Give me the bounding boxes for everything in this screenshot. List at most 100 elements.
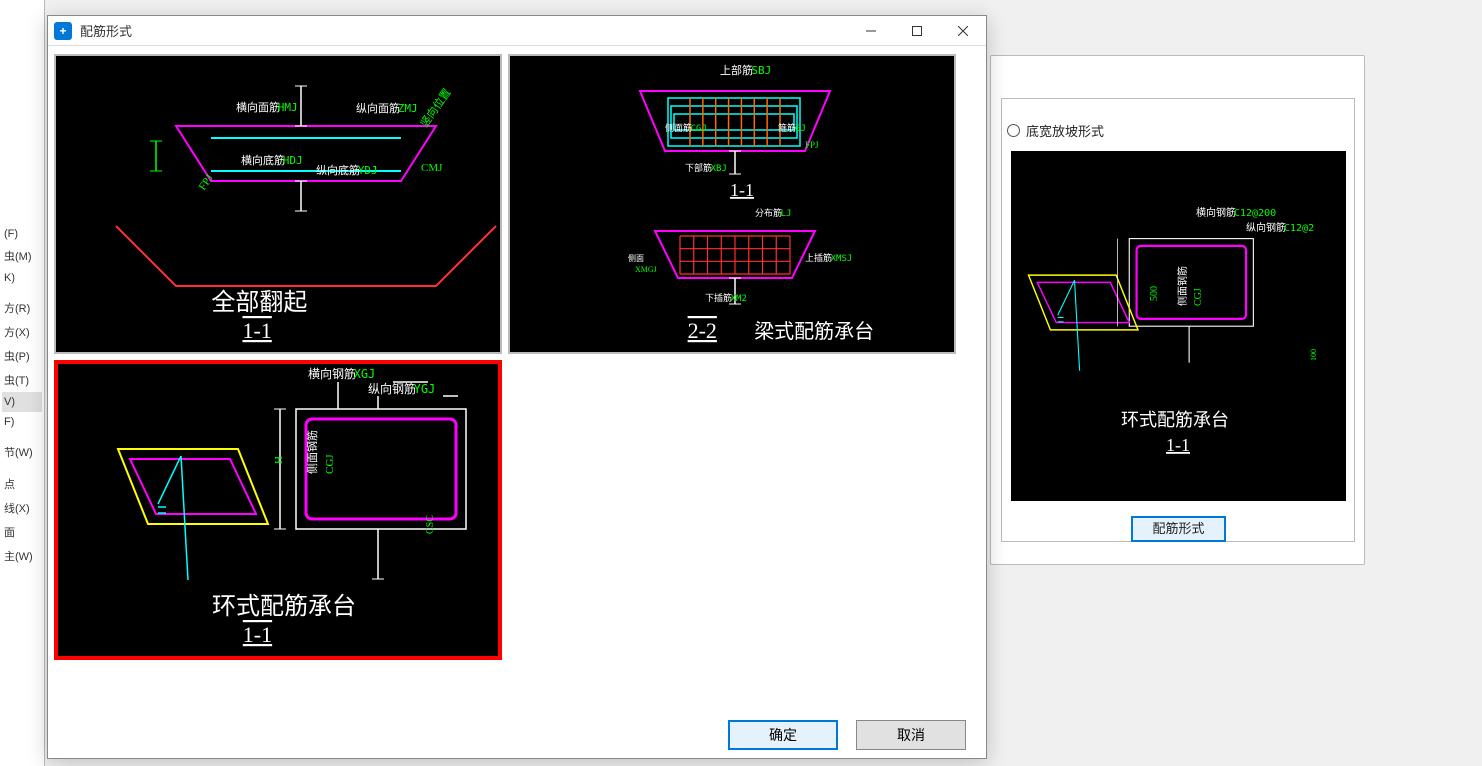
- svg-text:HDJ: HDJ: [283, 154, 303, 167]
- option-diagram: 上部筋SBJ侧面筋CGJ箍筋GJ下部筋XBJ1-1分布筋LJ上插筋XMSJ下插筋…: [510, 56, 954, 352]
- radio-label: 底宽放坡形式: [1026, 121, 1104, 140]
- svg-text:纵向面筋: 纵向面筋: [356, 101, 400, 115]
- svg-text:1-1: 1-1: [1166, 435, 1190, 455]
- rebar-style-button-label: 配筋形式: [1152, 521, 1204, 536]
- svg-text:竖向位置: 竖向位置: [417, 86, 454, 130]
- left-tree-item[interactable]: F): [2, 412, 42, 432]
- svg-text:横向面筋: 横向面筋: [236, 100, 280, 114]
- svg-text:XGJ: XGJ: [354, 367, 376, 381]
- svg-text:1-1: 1-1: [243, 622, 272, 647]
- preview-canvas: 横向钢筋C12@200 纵向钢筋C12@2 侧面钢筋 CGJ 500 100 环式配筋承台 1…: [1011, 151, 1346, 501]
- left-tree-item[interactable]: 节(W): [2, 440, 42, 464]
- preview-diagram: 横向钢筋C12@200 纵向钢筋C12@2 侧面钢筋 CGJ 500 100 环式配筋承台 1…: [1011, 151, 1346, 501]
- svg-text:C12@2: C12@2: [1284, 223, 1314, 234]
- left-tree-item[interactable]: 线(X): [2, 496, 42, 520]
- left-tree-item[interactable]: [2, 432, 42, 440]
- dialog-footer: 确定 取消: [728, 720, 966, 750]
- left-tree-item[interactable]: 方(R): [2, 296, 42, 320]
- dialog-body[interactable]: 横向面筋HMJ 纵向面筋ZMJ 横向底筋HDJ 纵向底筋YDJ FPJ CMJ 竖向位置全部…: [54, 54, 980, 710]
- svg-text:CGJ: CGJ: [1193, 288, 1204, 306]
- radio-icon: [1007, 124, 1020, 137]
- left-tree-item[interactable]: 点: [2, 472, 42, 496]
- minimize-icon: [866, 26, 876, 36]
- option-diagram: 横向面筋HMJ 纵向面筋ZMJ 横向底筋HDJ 纵向底筋YDJ FPJ CMJ 竖向位置全部…: [56, 56, 500, 352]
- svg-text:上插筋: 上插筋: [805, 252, 832, 263]
- left-tree-item[interactable]: 虫(M): [2, 244, 42, 268]
- svg-text:侧面筋: 侧面筋: [665, 122, 692, 133]
- svg-text:YDJ: YDJ: [358, 164, 378, 177]
- svg-text:环式配筋承台: 环式配筋承台: [1121, 410, 1229, 430]
- svg-text:GJ: GJ: [795, 124, 806, 134]
- svg-text:横向底筋: 横向底筋: [241, 153, 285, 167]
- cancel-button[interactable]: 取消: [856, 720, 966, 750]
- svg-text:侧面钢筋: 侧面钢筋: [1176, 266, 1189, 306]
- dialog-titlebar: + 配筋形式: [48, 16, 986, 46]
- svg-text:1-1: 1-1: [242, 318, 271, 343]
- svg-text:XBJ: XBJ: [711, 164, 727, 174]
- svg-text:HMJ: HMJ: [278, 101, 298, 114]
- left-tree-item[interactable]: 方(X): [2, 320, 42, 344]
- left-tree-item[interactable]: 主(W): [2, 544, 42, 568]
- rebar-option-tile[interactable]: 横向钢筋XGJ纵向钢筋YGJ 侧面钢筋 CGJ H CSC 环式配筋承台1-1: [54, 360, 502, 660]
- svg-text:下插筋: 下插筋: [705, 292, 732, 303]
- left-tree-item[interactable]: 虫(T): [2, 368, 42, 392]
- svg-text:CGJ: CGJ: [691, 124, 707, 134]
- svg-text:环式配筋承台: 环式配筋承台: [212, 593, 356, 620]
- left-tree-item[interactable]: V): [2, 392, 42, 412]
- option-grid: 横向面筋HMJ 纵向面筋ZMJ 横向底筋HDJ 纵向底筋YDJ FPJ CMJ 竖向位置全部…: [54, 54, 980, 660]
- close-icon: [958, 26, 968, 36]
- left-tree-item[interactable]: K): [2, 268, 42, 288]
- svg-text:分布筋: 分布筋: [755, 207, 782, 218]
- svg-text:CGJ: CGJ: [324, 454, 336, 474]
- ok-button[interactable]: 确定: [728, 720, 838, 750]
- svg-text:梁式配筋承台: 梁式配筋承台: [754, 320, 874, 343]
- svg-text:2-2: 2-2: [688, 318, 717, 343]
- svg-text:纵向底筋: 纵向底筋: [316, 163, 360, 177]
- background-left-panel: (F)虫(M)K) 方(R)方(X)虫(P)虫(T)V)F) 节(W) 点线(X)面主…: [0, 0, 45, 766]
- svg-text:ZMJ: ZMJ: [398, 102, 418, 115]
- svg-text:500: 500: [1149, 286, 1160, 301]
- minimize-button[interactable]: [848, 16, 894, 46]
- svg-text:LJ: LJ: [781, 209, 792, 219]
- left-tree-item[interactable]: [2, 464, 42, 472]
- svg-text:FPJ: FPJ: [197, 172, 217, 193]
- svg-text:100: 100: [1309, 349, 1318, 361]
- svg-text:XMGJ: XMGJ: [635, 265, 657, 274]
- svg-text:XM2: XM2: [731, 294, 747, 304]
- svg-text:侧面钢筋: 侧面钢筋: [305, 430, 319, 474]
- svg-text:纵向钢筋: 纵向钢筋: [368, 381, 416, 396]
- svg-text:横向钢筋: 横向钢筋: [1196, 206, 1236, 219]
- left-tree-item[interactable]: 虫(P): [2, 344, 42, 368]
- svg-text:纵向钢筋: 纵向钢筋: [1246, 221, 1286, 234]
- svg-text:C12@200: C12@200: [1234, 208, 1276, 219]
- cancel-button-label: 取消: [897, 727, 925, 743]
- left-tree-item[interactable]: 面: [2, 520, 42, 544]
- option-diagram: 横向钢筋XGJ纵向钢筋YGJ 侧面钢筋 CGJ H CSC 环式配筋承台1-1: [58, 364, 498, 656]
- svg-text:横向钢筋: 横向钢筋: [308, 366, 356, 381]
- svg-text:箍筋: 箍筋: [778, 122, 796, 133]
- rebar-option-tile[interactable]: 横向面筋HMJ 纵向面筋ZMJ 横向底筋HDJ 纵向底筋YDJ FPJ CMJ 竖向位置全部…: [54, 54, 502, 354]
- rebar-style-dialog: + 配筋形式 横向面筋HMJ 纵向面筋ZMJ 横向底筋HDJ 纵向底筋YDJ FPJ CM…: [47, 15, 987, 759]
- dialog-title: 配筋形式: [80, 21, 848, 40]
- bottom-width-slope-radio[interactable]: 底宽放坡形式: [1007, 121, 1104, 140]
- left-tree-item[interactable]: (F): [2, 224, 42, 244]
- svg-text:CMJ: CMJ: [421, 162, 443, 174]
- window-controls: [848, 16, 986, 46]
- rebar-style-button[interactable]: 配筋形式: [1131, 516, 1226, 542]
- maximize-icon: [912, 26, 922, 36]
- background-right-panel: 底宽放坡形式 横向钢筋C12@200 纵向钢筋C12@2 侧面钢筋 CGJ 500 100…: [990, 55, 1365, 565]
- svg-text:SBJ: SBJ: [751, 64, 771, 77]
- svg-text:YGJ: YGJ: [414, 382, 436, 396]
- close-button[interactable]: [940, 16, 986, 46]
- app-icon: +: [54, 22, 72, 40]
- svg-text:CSC: CSC: [425, 515, 436, 534]
- svg-text:侧面: 侧面: [628, 253, 644, 263]
- svg-text:上部筋: 上部筋: [720, 63, 753, 77]
- left-tree-item[interactable]: [2, 288, 42, 296]
- maximize-button[interactable]: [894, 16, 940, 46]
- svg-text:XMSJ: XMSJ: [831, 254, 853, 264]
- svg-text:全部翻起: 全部翻起: [211, 289, 307, 316]
- svg-text:下部筋: 下部筋: [685, 162, 712, 173]
- svg-text:H: H: [273, 456, 285, 464]
- rebar-option-tile[interactable]: 上部筋SBJ侧面筋CGJ箍筋GJ下部筋XBJ1-1分布筋LJ上插筋XMSJ下插筋…: [508, 54, 956, 354]
